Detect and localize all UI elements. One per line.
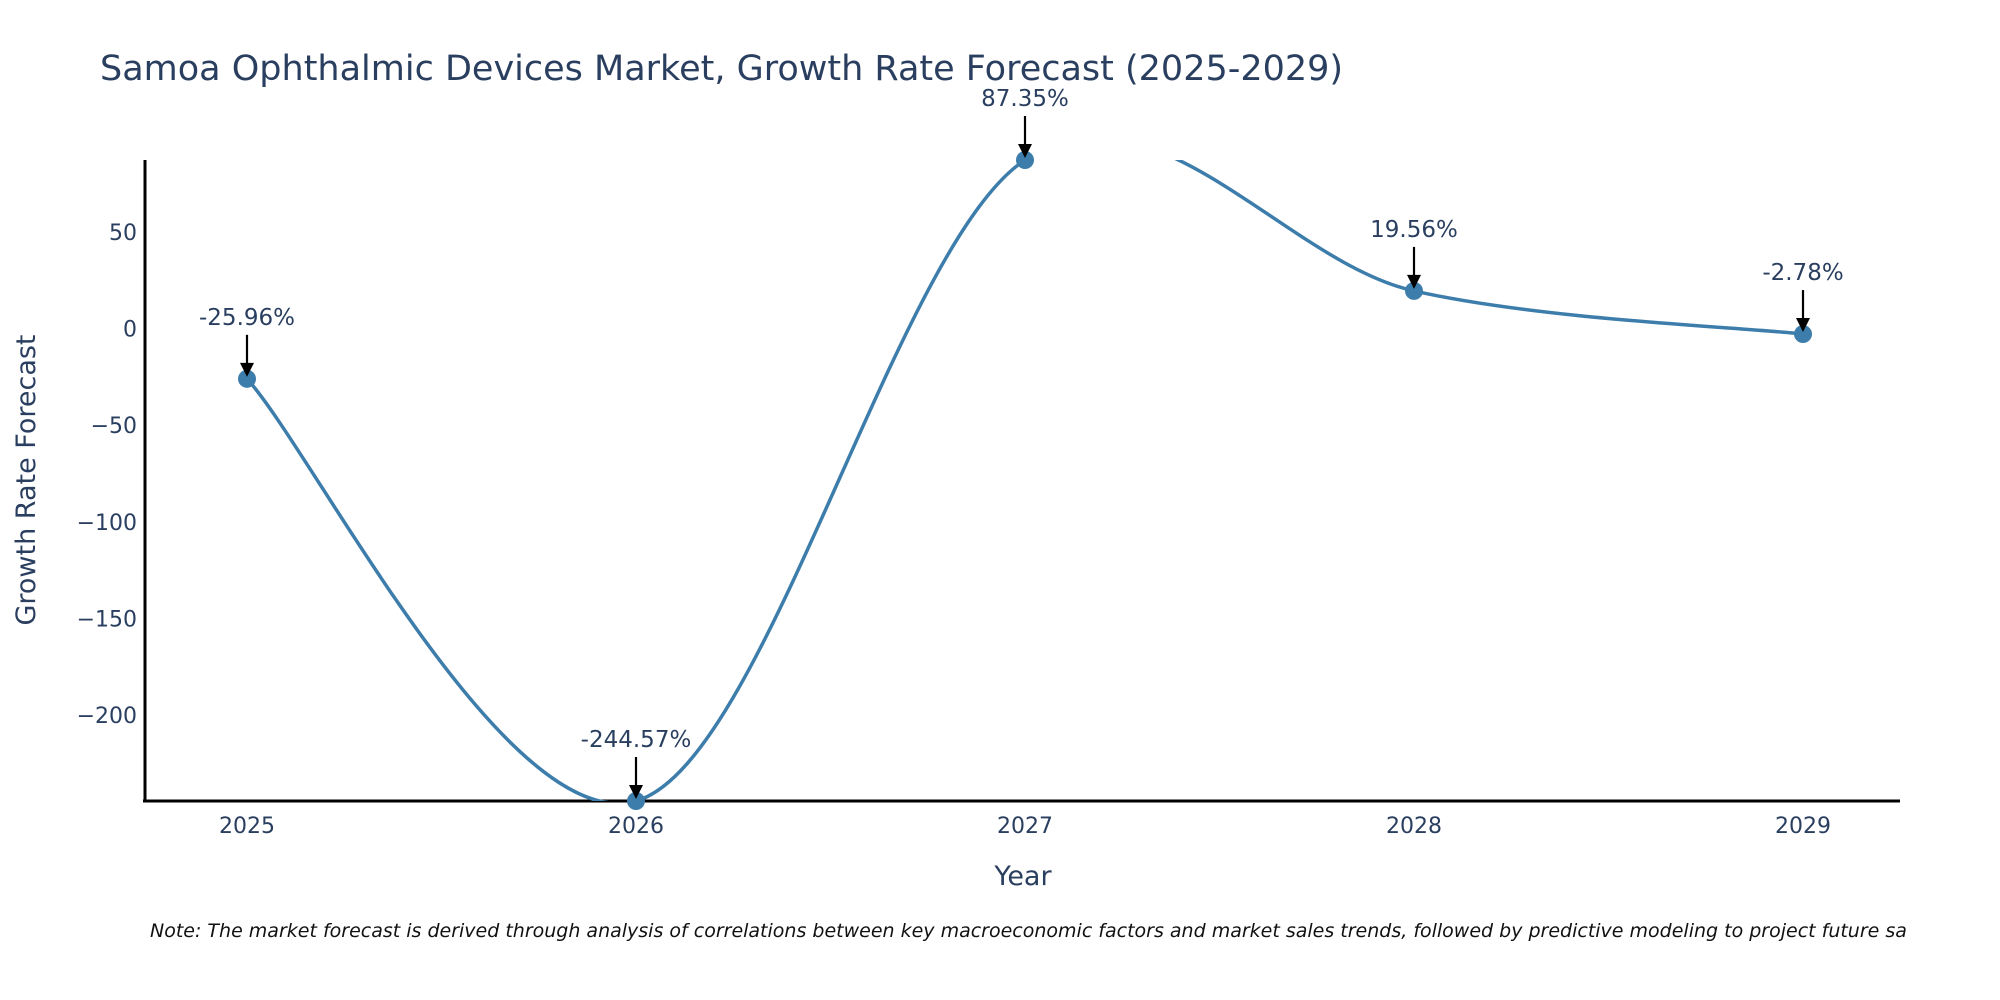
data-label-text: 87.35% [981,86,1069,112]
data-label-text: -25.96% [199,305,295,331]
annotation-arrow-head [1018,144,1032,158]
annotation-arrow-head [629,785,643,799]
data-label: 19.56% [1370,217,1458,289]
footnote: Note: The market forecast is derived thr… [150,920,1907,942]
chart-title: Samoa Ophthalmic Devices Market, Growth … [100,49,1343,89]
x-tick-label: 2027 [997,814,1053,839]
y-tick-label: 0 [123,318,137,343]
data-label: 87.35% [981,86,1069,158]
data-label-text: -2.78% [1762,260,1843,286]
x-tick-label: 2028 [1386,814,1442,839]
y-tick-label: −100 [77,511,137,536]
y-tick-label: 50 [109,221,137,246]
data-label-text: 19.56% [1370,217,1458,243]
x-tick-label: 2026 [608,814,664,839]
data-label-text: -244.57% [581,727,692,753]
data-point [1794,325,1812,344]
y-tick-label: −150 [77,607,137,632]
data-point [238,369,256,388]
series-line [245,160,1804,801]
data-point [1405,281,1423,300]
data-point [627,792,645,810]
y-axis-title: Growth Rate Forecast [11,334,42,625]
x-axis-title: Year [993,861,1052,892]
data-points [238,151,1812,810]
x-tick-label: 2025 [219,814,275,839]
y-tick-label: −50 [91,414,137,439]
data-labels: -25.96% -244.57% 87.35% 19.56% -2.78% [199,86,1844,799]
data-label: -244.57% [581,727,692,799]
data-label: -25.96% [199,305,295,377]
annotation-arrow-head [240,362,254,377]
annotation-arrow-head [1407,274,1421,289]
x-axis-ticks: 2025 2026 2027 2028 2029 [219,814,1831,839]
y-axis-ticks: 50 0 −50 −100 −150 −200 [77,221,137,729]
data-point [1016,151,1034,169]
annotation-arrow-head [1796,318,1810,333]
y-tick-label: −200 [77,704,137,729]
x-tick-label: 2029 [1775,814,1831,839]
data-label: -2.78% [1762,260,1844,333]
